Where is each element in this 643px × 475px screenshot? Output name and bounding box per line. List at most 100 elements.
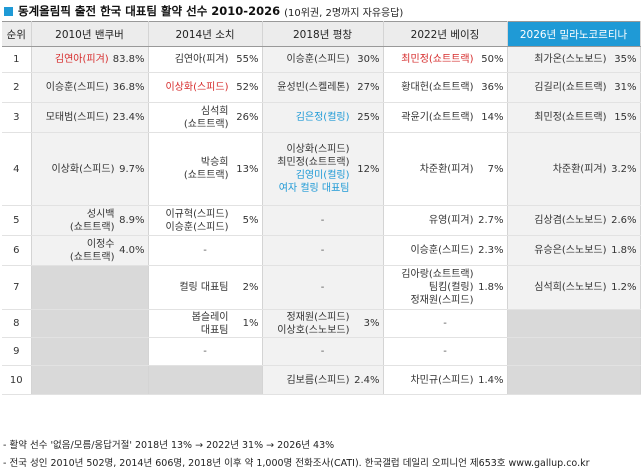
athlete-cell xyxy=(31,265,149,310)
athlete-name: 정재원(스피드) xyxy=(286,311,350,323)
percentage: 35% xyxy=(614,54,637,65)
athlete-cell: 모태범(스피드) 23.4% xyxy=(31,102,149,133)
athlete-cell: 정재원(스피드) 이상호(스노보드) 3% xyxy=(262,309,384,338)
athlete-name: 이정수 xyxy=(86,238,115,250)
table-body: 1 김연아(피겨) 83.8% 김연아(피겨) 55% 이승훈(스피드) 30% 최민정(쇼트… xyxy=(2,46,641,395)
athlete-names: 성시백 (쇼트트랙) xyxy=(70,208,115,234)
athlete-cell: - xyxy=(262,235,384,266)
athlete-name: 모태범(스피드) xyxy=(45,112,109,123)
athlete-cell: - xyxy=(148,337,263,366)
percentage: 2.3% xyxy=(478,245,504,256)
athlete-cell: 김은정(컬링) 25% xyxy=(262,102,384,133)
athlete-cell: 이승훈(스피드) 30% xyxy=(262,46,384,73)
percentage: 1.4% xyxy=(478,374,504,386)
athlete-name: 유영(피겨) xyxy=(428,215,474,226)
athlete-cell: 김아랑(쇼트트랙) 팀킴(컬링) 정재원(스피드) 1.8% xyxy=(383,265,508,310)
athlete-cell: 김연아(피겨) 83.8% xyxy=(31,46,149,73)
athlete-names: 이상화(스피드) xyxy=(51,163,114,176)
percentage: 8.9% xyxy=(119,215,145,226)
athlete-name: 이승훈(스피드) xyxy=(165,221,229,233)
athlete-name: 차준환(피겨) xyxy=(419,163,474,175)
athlete-cell xyxy=(31,309,149,338)
athlete-name: 이상화(스피드) xyxy=(286,144,350,155)
athlete-cell: 차준환(피겨) 3.2% xyxy=(507,132,641,206)
athlete-cell: 유영(피겨) 2.7% xyxy=(383,205,508,236)
athlete-cell: 이규혁(스피드) 이승훈(스피드) 5% xyxy=(148,205,263,236)
athlete-cell: 박승희 (쇼트트랙) 13% xyxy=(148,132,263,206)
percentage: 1.8% xyxy=(478,282,504,293)
athlete-cell: 곽윤기(쇼트트랙) 14% xyxy=(383,102,508,133)
percentage: 9.7% xyxy=(119,163,145,175)
athlete-names: 최민정(쇼트트랙) xyxy=(401,53,473,66)
athlete-names: 심석희(스노보드) xyxy=(534,281,606,294)
athlete-names: 이정수 (쇼트트랙) xyxy=(70,238,115,264)
athlete-name: 유승은(스노보드) xyxy=(534,245,607,256)
table-row: 9--- xyxy=(2,337,641,366)
athlete-cell: 심석희 (쇼트트랙) 26% xyxy=(148,102,263,133)
athlete-names: 최민정(쇼트트랙) xyxy=(534,111,606,124)
athlete-names: 컬링 대표팀 xyxy=(179,281,228,294)
athlete-cell: - xyxy=(262,265,384,310)
percentage: 1% xyxy=(242,318,259,329)
athlete-cell: 차민규(스피드) 1.4% xyxy=(383,365,508,395)
athlete-names: 이승훈(스피드) xyxy=(46,81,109,94)
athlete-name: 심석희 xyxy=(200,105,229,117)
athlete-names: 이승훈(스피드) xyxy=(410,244,473,257)
athlete-cell: 이상화(스피드) 52% xyxy=(148,72,263,103)
footnote-2: - 전국 성인 2010년 502명, 2014년 606명, 2018년 이후… xyxy=(3,458,590,469)
table-row: 2 이승훈(스피드) 36.8% 이상화(스피드) 52% 윤성빈(스켈레톤) 27% 황대헌… xyxy=(2,72,641,103)
athlete-cell: 김보름(스피드) 2.4% xyxy=(262,365,384,395)
header-2010: 2010년 밴쿠버 xyxy=(31,21,149,47)
athlete-name: 김은정(컬링) xyxy=(295,112,350,123)
athlete-name: 김보름(스피드) xyxy=(286,374,350,386)
athlete-name: 컬링 대표팀 xyxy=(179,282,229,293)
table-row: 10 김보름(스피드) 2.4% 차민규(스피드) 1.4% xyxy=(2,365,641,395)
athlete-cell: - xyxy=(383,337,508,366)
athlete-name: 최민정(쇼트트랙) xyxy=(401,54,474,65)
athlete-name: 이상호(스노보드) xyxy=(277,324,350,336)
table-row: 8 봅슬레이 대표팀 1% 정재원(스피드) 이상호(스노보드) 3% - xyxy=(2,309,641,338)
athlete-names: 곽윤기(쇼트트랙) xyxy=(401,111,473,124)
athlete-name: 봅슬레이 xyxy=(191,311,229,323)
athlete-name: 성시백 xyxy=(86,208,115,220)
rank-cell: 7 xyxy=(2,265,32,310)
athlete-names: 정재원(스피드) 이상호(스노보드) xyxy=(277,311,349,337)
athlete-names: 김은정(컬링) xyxy=(296,111,350,124)
rank-cell: 3 xyxy=(2,102,32,133)
table-header-row: 순위 2010년 밴쿠버 2014년 소치 2018년 평창 2022년 베이징… xyxy=(2,21,641,47)
athlete-name: 이상화(스피드) xyxy=(51,163,115,175)
header-2022: 2022년 베이징 xyxy=(383,21,508,47)
rank-cell: 5 xyxy=(2,205,32,236)
athlete-names: 박승희 (쇼트트랙) xyxy=(184,156,229,182)
athlete-cell: 차준환(피겨) 7% xyxy=(383,132,508,206)
percentage: 2% xyxy=(242,282,259,293)
athlete-cell xyxy=(507,337,641,366)
athlete-cell xyxy=(31,337,149,366)
percentage: 2.7% xyxy=(478,215,504,226)
athlete-cell: 최민정(쇼트트랙) 15% xyxy=(507,102,641,133)
percentage: 55% xyxy=(236,54,259,65)
percentage: 1.8% xyxy=(611,245,637,256)
athlete-names: 이규혁(스피드) 이승훈(스피드) xyxy=(165,208,228,234)
athlete-name: 박승희 xyxy=(200,157,229,168)
athlete-name: 정재원(스피드) xyxy=(410,295,474,306)
athlete-name: 최민정(쇼트트랙) xyxy=(277,157,350,168)
athlete-name: (쇼트트랙) xyxy=(183,118,229,130)
athlete-names: 심석희 (쇼트트랙) xyxy=(184,105,229,131)
athlete-name: 황대헌(쇼트트랙) xyxy=(401,82,474,93)
athlete-name: 최민정(쇼트트랙) xyxy=(534,112,607,123)
rank-cell: 4 xyxy=(2,132,32,206)
rank-cell: 8 xyxy=(2,309,32,338)
athlete-names: 이상화(스피드) 최민정(쇼트트랙) 김영미(컬링) 여자 컬링 대표팀 xyxy=(277,143,349,195)
athlete-names: 최가온(스노보드) xyxy=(534,53,606,66)
header-rank: 순위 xyxy=(2,21,32,47)
athlete-name: 곽윤기(쇼트트랙) xyxy=(401,112,474,123)
table-row: 7 컬링 대표팀 2% - 김아랑(쇼트트랙) 팀킴(컬링) 정재원(스피드) 1.8% 심석희… xyxy=(2,265,641,310)
athlete-name: 김상겸(스노보드) xyxy=(534,215,607,226)
header-2026: 2026년 밀라노코르티나 xyxy=(507,21,641,47)
athlete-names: 이승훈(스피드) xyxy=(286,53,349,66)
athlete-cell: - xyxy=(148,235,263,266)
percentage: 5% xyxy=(242,215,259,226)
athlete-cell: 이승훈(스피드) 2.3% xyxy=(383,235,508,266)
athlete-cell: - xyxy=(262,205,384,236)
